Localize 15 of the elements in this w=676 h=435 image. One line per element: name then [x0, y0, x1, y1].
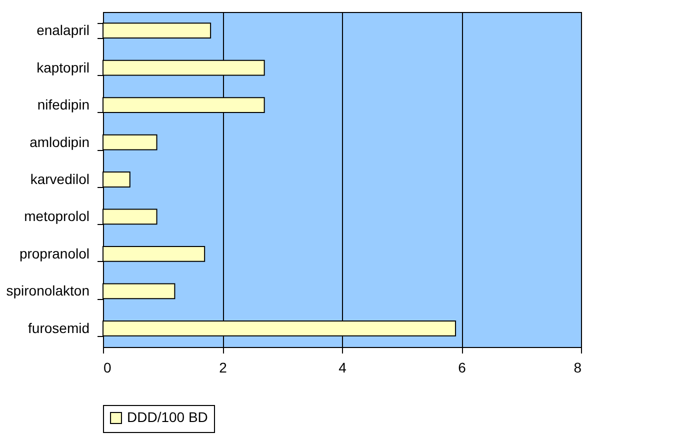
legend-label: DDD/100 BD — [127, 409, 208, 425]
y-tick-label: karvedilol — [30, 171, 90, 187]
x-tick-label: 6 — [458, 360, 466, 376]
y-tick-label: spironolakton — [6, 282, 90, 299]
y-tick-label: enalapril — [36, 22, 90, 38]
x-tick-label: 8 — [574, 360, 582, 376]
x-tick-label: 4 — [338, 360, 347, 376]
x-tick-label: 0 — [104, 360, 112, 376]
y-tick-label: metoprolol — [24, 208, 90, 224]
y-tick-label: kaptopril — [36, 59, 90, 76]
y-tick-label: amlodipin — [30, 134, 90, 150]
y-tick-label: nifedipin — [37, 96, 90, 113]
x-tick-label: 2 — [219, 360, 228, 376]
y-tick-label: furosemid — [28, 320, 90, 336]
y-tick-label: propranolol — [19, 245, 90, 262]
